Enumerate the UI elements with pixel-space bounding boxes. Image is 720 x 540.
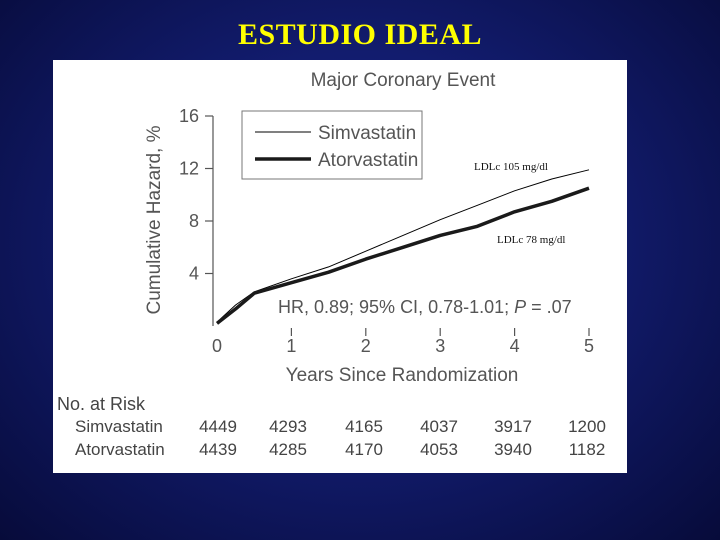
- series-line-atorvastatin: [215, 186, 590, 325]
- y-tick-label: 8: [189, 211, 199, 231]
- legend: Simvastatin Atorvastatin: [241, 110, 423, 180]
- y-tick-label: 4: [189, 264, 199, 284]
- ldl-atorvastatin-label: LDLc 78 mg/dl: [497, 234, 565, 246]
- legend-label: Simvastatin: [318, 123, 416, 144]
- hazard-chart: Major Coronary Event Cumulative Hazard, …: [144, 70, 594, 386]
- x-tick-label: 4: [510, 336, 520, 356]
- x-tick-label: 1: [286, 336, 296, 356]
- slide-title: ESTUDIO IDEAL: [237, 18, 483, 51]
- x-tick-label: 0: [212, 336, 222, 356]
- legend-label: Atorvastatin: [318, 150, 418, 171]
- x-tick-label: 2: [361, 336, 371, 356]
- chart-panel: Major Coronary Event Cumulative Hazard, …: [53, 60, 627, 473]
- legend-box: [241, 110, 423, 180]
- y-axis-label: Cumulative Hazard, %: [144, 125, 165, 314]
- x-axis-label: Years Since Randomization: [286, 365, 519, 386]
- x-tick-label: 3: [435, 336, 445, 356]
- hr-annotation: HR, 0.89; 95% CI, 0.78-1.01; P = .07: [278, 297, 572, 317]
- ldl-simvastatin-label: LDLc 105 mg/dl: [474, 161, 548, 173]
- y-tick-label: 16: [179, 106, 199, 126]
- chart-title: Major Coronary Event: [311, 70, 497, 91]
- x-tick-label: 5: [584, 336, 594, 356]
- y-tick-label: 12: [179, 159, 199, 179]
